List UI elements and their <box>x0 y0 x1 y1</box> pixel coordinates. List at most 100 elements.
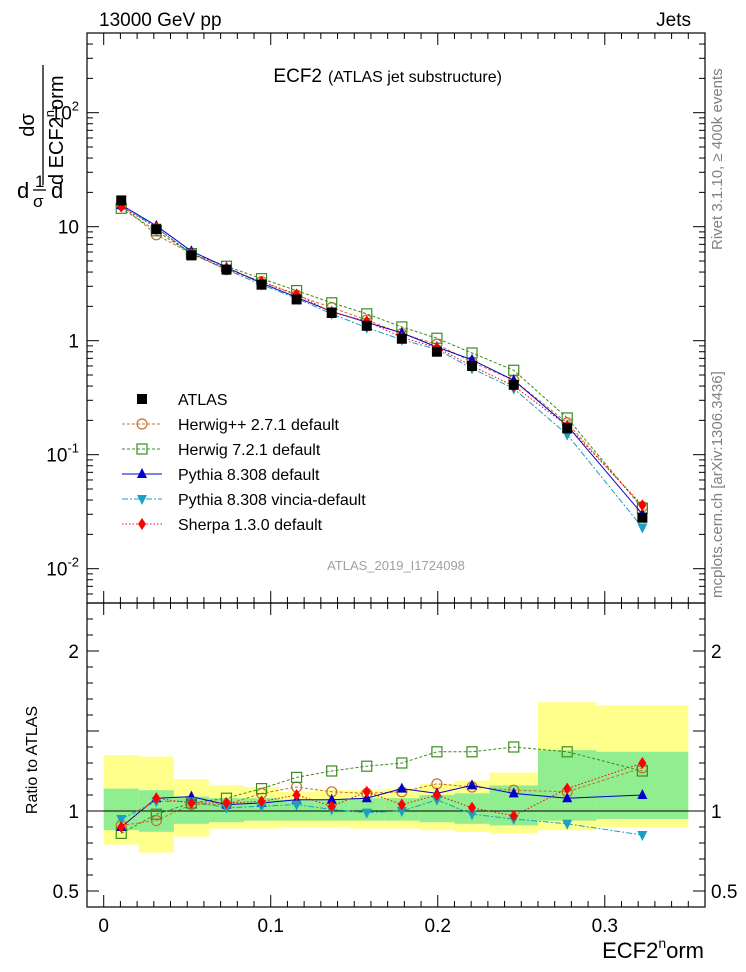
legend-entry: ATLAS <box>137 392 228 409</box>
ratio-plot-panel: 0.5 0.5 1 1 2 2 0 0.1 0.2 0.3 <box>53 602 737 937</box>
ratio-point <box>638 757 647 769</box>
ratio-point <box>327 800 336 813</box>
ratio-point <box>466 746 478 758</box>
ratio-point <box>222 797 231 809</box>
data-point <box>466 360 477 371</box>
legend-marker <box>137 468 147 478</box>
ratio-ytick-label-right: 2 <box>711 642 722 663</box>
ratio-point <box>257 795 266 808</box>
legend-marker <box>136 418 148 430</box>
legend-label: Pythia 8.308 default <box>178 467 320 484</box>
ratio-point <box>326 765 338 777</box>
data-point <box>638 499 647 512</box>
legend-entry: Pythia 8.308 default <box>122 467 320 484</box>
series-sherpa-1-3-0-default <box>117 200 647 512</box>
ratio-frame <box>86 602 706 908</box>
ratio-point <box>561 746 573 758</box>
ratio-point <box>362 785 371 798</box>
ratio-point <box>396 807 407 817</box>
legend-marker <box>137 495 147 505</box>
legend-entry: Sherpa 1.3.0 default <box>122 517 323 534</box>
plot-title: ECF2 <box>273 66 322 87</box>
legend-label: Pythia 8.308 vincia-default <box>178 492 366 509</box>
main-ylabel: d 1 σ d dσ d ECF2norm <box>17 65 68 211</box>
ratio-series-sherpa-1-3-0-default <box>117 757 647 833</box>
ratio-point <box>637 789 648 799</box>
plot-subtitle: (ATLAS jet substructure) <box>328 69 502 86</box>
ratio-point <box>637 831 648 841</box>
ratio-point <box>396 757 408 769</box>
ratio-point <box>466 810 477 821</box>
main-ytick-label: 10-2 <box>46 555 79 581</box>
legend: ATLAS Herwig++ 2.7.1 default Herwig 7.2.1 … <box>122 392 366 534</box>
ylabel-sigma: σ <box>33 192 44 211</box>
ratio-ytick-label-right: 0.5 <box>711 882 737 903</box>
ylabel-d-right: d <box>51 178 63 203</box>
ratio-point <box>291 771 303 784</box>
ratio-point <box>292 789 301 801</box>
header-right: Jets <box>656 10 691 31</box>
legend-marker <box>136 443 148 455</box>
ratio-point <box>396 782 407 793</box>
ratio-point <box>361 760 373 772</box>
legend-marker <box>138 518 146 530</box>
ratio-point <box>187 797 196 809</box>
data-point <box>637 523 648 534</box>
data-point <box>186 250 197 261</box>
ratio-point <box>562 819 573 830</box>
ratio-point <box>431 746 443 758</box>
ratio-point <box>150 808 162 820</box>
side-label-bottom: mcplots.cern.ch [arXiv:1306.3436] <box>709 371 726 598</box>
ratio-point <box>361 808 372 819</box>
xtick-label: 0.2 <box>425 916 451 937</box>
data-point <box>151 224 162 235</box>
xtick-label: 0 <box>98 916 109 937</box>
xtick-label: 0.3 <box>592 916 618 937</box>
ratio-point <box>326 793 337 804</box>
data-point <box>396 333 407 344</box>
ylabel-decf2: d ECF2norm <box>42 76 68 186</box>
data-point <box>562 423 573 434</box>
ratio-ytick-label-left: 2 <box>68 642 79 663</box>
ratio-ytick-label-left: 0.5 <box>53 882 79 903</box>
ratio-point <box>150 814 162 827</box>
legend-label: Herwig++ 2.7.1 default <box>178 417 340 434</box>
legend-marker <box>137 394 147 404</box>
xtick-label: 0.1 <box>258 916 284 937</box>
data-point <box>326 307 337 318</box>
ratio-point <box>116 815 127 825</box>
ratio-point <box>509 809 518 822</box>
data-point <box>221 264 232 275</box>
legend-entry: Herwig 7.2.1 default <box>122 442 321 459</box>
ratio-ytick-label-right: 1 <box>711 802 722 823</box>
data-point <box>361 320 372 331</box>
ratio-point <box>508 741 520 753</box>
main-ytick-label: 10-1 <box>46 441 79 467</box>
ratio-point <box>432 789 441 801</box>
data-point <box>116 195 127 206</box>
series-herwig-2-7-1-default <box>115 199 648 513</box>
ratio-point <box>563 782 572 795</box>
xlabel: ECF2norm <box>602 935 704 963</box>
data-point <box>637 512 648 523</box>
ratio-point <box>508 787 519 798</box>
ratio-point <box>397 798 406 811</box>
data-point <box>256 279 267 290</box>
ratio-point <box>152 792 161 805</box>
ratio-point <box>291 800 302 811</box>
ratio-point <box>117 821 126 833</box>
ratio-point <box>466 779 477 790</box>
legend-label: ATLAS <box>178 392 228 409</box>
ylabel-one: 1 <box>35 172 44 191</box>
series-atlas <box>116 195 648 523</box>
legend-entry: Pythia 8.308 vincia-default <box>122 492 366 509</box>
main-ytick-label: 1 <box>68 332 79 353</box>
ylabel-dsigma: dσ <box>17 113 39 137</box>
ratio-point <box>562 792 573 803</box>
side-label-top: Rivet 3.1.10, ≥ 400k events <box>709 68 726 250</box>
legend-label: Sherpa 1.3.0 default <box>178 517 323 534</box>
data-point <box>291 294 302 305</box>
ratio-point <box>255 782 268 795</box>
